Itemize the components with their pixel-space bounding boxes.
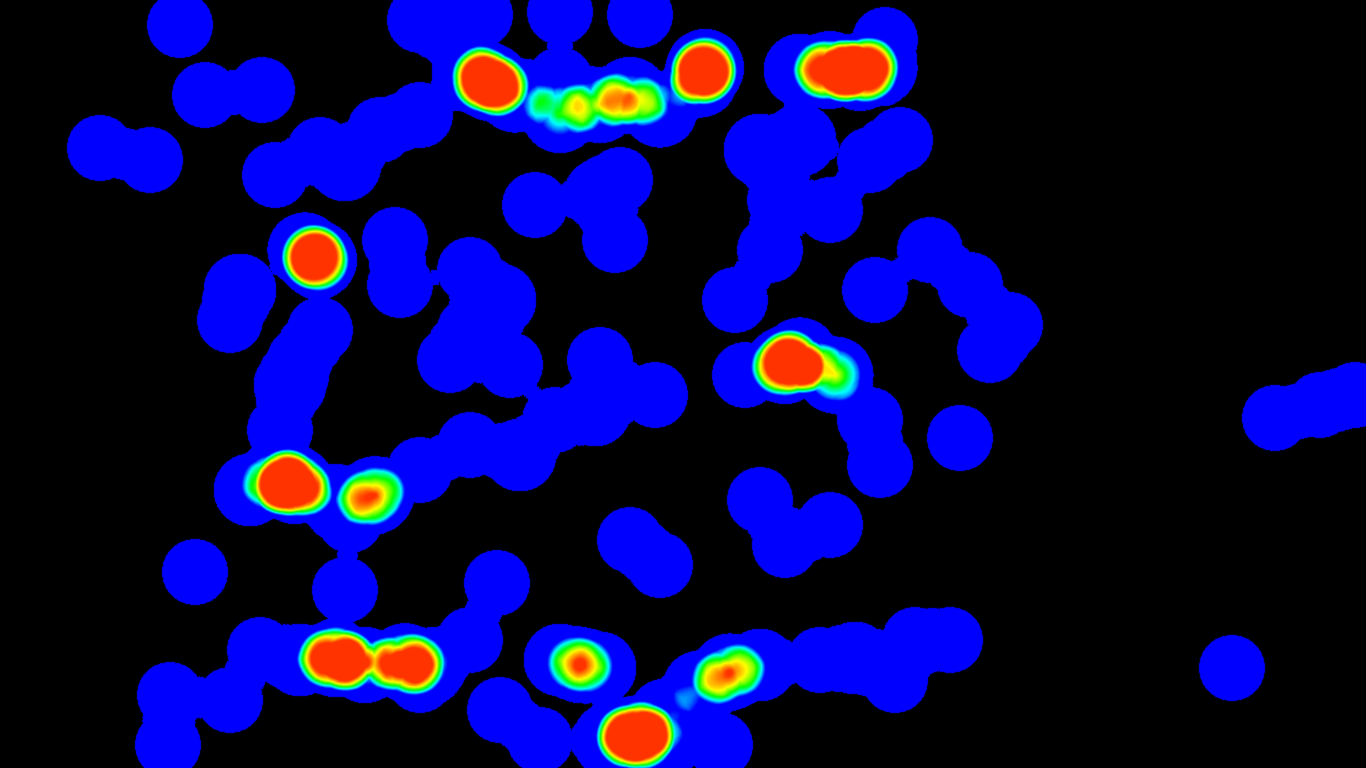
attention-heatmap bbox=[0, 0, 1366, 768]
